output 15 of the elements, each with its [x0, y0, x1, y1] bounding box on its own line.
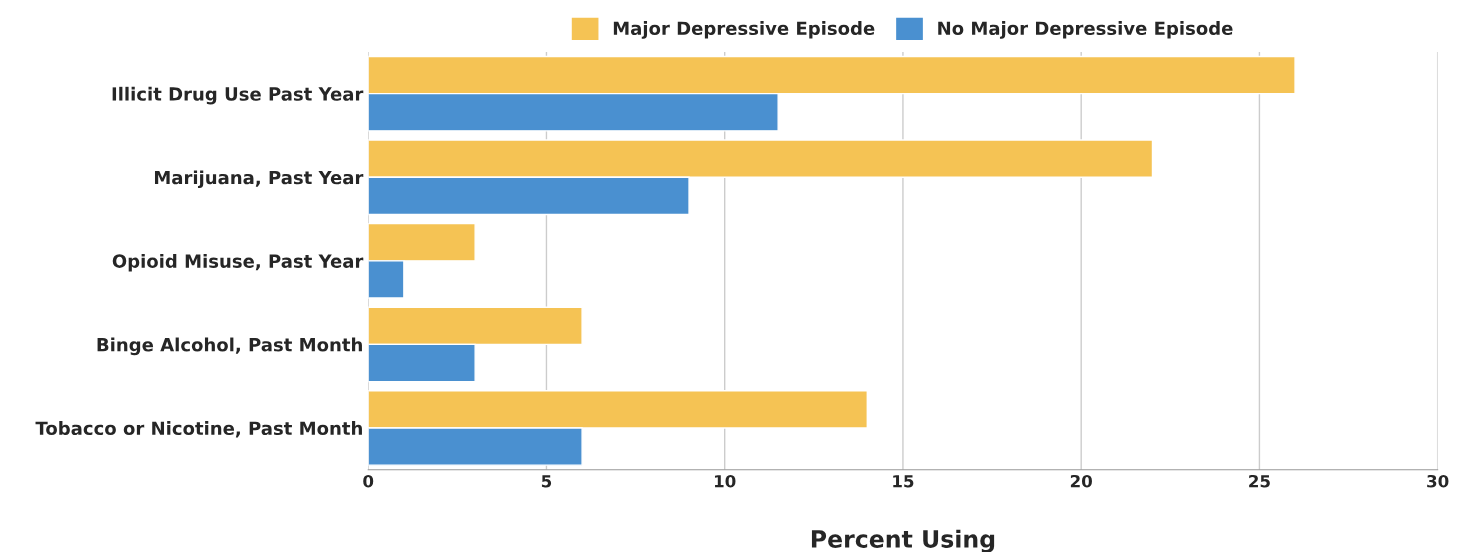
x-tick-label: 10: [714, 474, 736, 488]
y-tick-label: Marijuana, Past Year: [154, 170, 364, 188]
y-tick-label: Opioid Misuse, Past Year: [112, 253, 364, 272]
y-tick-label: Illicit Drug Use Past Year: [112, 86, 364, 105]
y-tick-label: Binge Alcohol, Past Month: [97, 337, 362, 356]
y-tick-label: Tobacco or Nicotine, Past Month: [35, 421, 362, 438]
x-tick-label: 30: [1427, 474, 1449, 488]
x-tick-label: 20: [1070, 474, 1092, 488]
x-axis-title: Percent Using: [811, 529, 995, 552]
x-tick-label: 25: [1249, 474, 1270, 488]
x-tick-label: 5: [541, 475, 552, 488]
x-tick-label: 0: [363, 474, 374, 488]
legend-label: Major Depressive Episode: [613, 21, 875, 39]
x-tick-label: 15: [893, 475, 914, 488]
legend-label: No Major Depressive Episode: [938, 21, 1233, 39]
